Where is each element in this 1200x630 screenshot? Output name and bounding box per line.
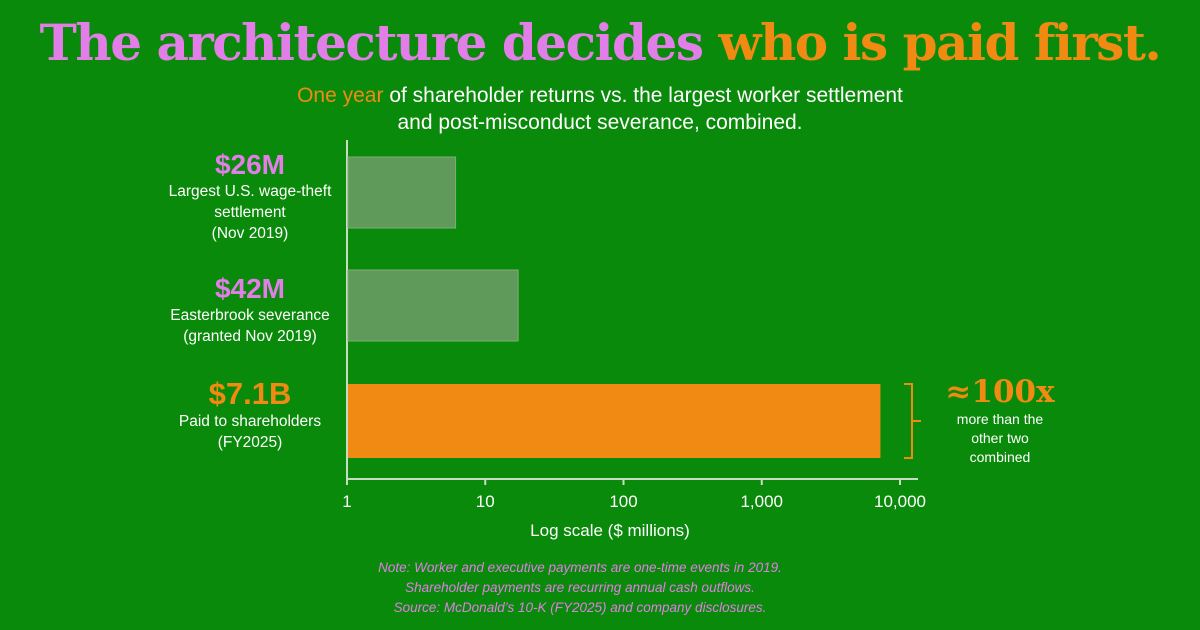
x-tick-label: 1,000 [740,492,783,511]
subtitle-line-1: One year of shareholder returns vs. the … [0,82,1200,109]
ratio-callout-text: more than the other two combined [956,411,1044,465]
category-description: Easterbrook severance (granted Nov 2019) [170,307,330,345]
x-tick-label: 1 [342,492,351,511]
subtitle-highlight: One year [297,84,384,107]
bar-3 [348,384,881,458]
category-label-wage-theft: $26M Largest U.S. wage-theft settlement … [140,149,360,244]
category-description: Largest U.S. wage-theft settlement (Nov … [168,183,332,242]
bar-2 [347,269,519,342]
callout-bracket [904,383,913,459]
subtitle-line-1-rest: of shareholder returns vs. the largest w… [383,84,903,107]
ratio-callout: ≈100x more than the other two combined [930,374,1070,467]
x-tick-label: 100 [609,492,637,511]
title-part-orange: who is paid first. [718,13,1161,72]
category-label-severance: $42M Easterbrook severance (granted Nov … [140,273,360,347]
x-tick-label: 10 [476,492,495,511]
category-value: $42M [214,273,286,304]
category-description: Paid to shareholders (FY2025) [178,413,322,451]
category-label-shareholders: $7.1B Paid to shareholders (FY2025) [140,377,360,453]
x-axis-title: Log scale ($ millions) [530,521,690,540]
bar-1 [347,156,457,229]
category-value: $26M [214,149,286,180]
category-value: $7.1B [208,376,292,411]
chart-title: The architecture decides who is paid fir… [0,8,1200,78]
ratio-callout-value: ≈100x [945,374,1055,410]
x-tick-label: 10,000 [874,492,926,511]
title-part-pink: The architecture decides [39,13,704,72]
subtitle-line-2: and post-misconduct severance, combined. [397,111,803,134]
footnote: Note: Worker and executive payments are … [378,560,782,615]
chart-subtitle: One year of shareholder returns vs. the … [0,82,1200,136]
